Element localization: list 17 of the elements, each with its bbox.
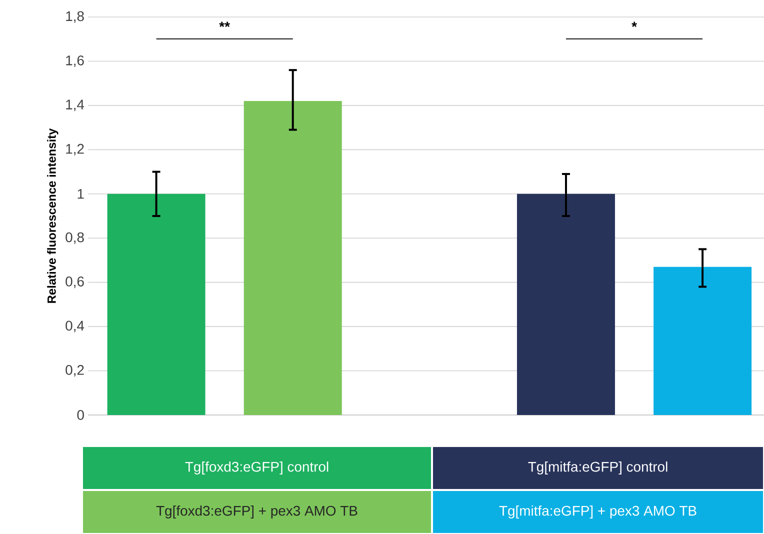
- y-tick-label: 1: [78, 189, 84, 199]
- annotation: **: [219, 22, 230, 27]
- y-tick-label: 1,6: [66, 55, 84, 67]
- y-tick-label: 0: [77, 410, 84, 420]
- y-tick-label: 0,2: [66, 365, 84, 377]
- y-tick-label: 1,4: [66, 100, 84, 112]
- annotation: *: [632, 22, 637, 27]
- y-tick-label: 0,8: [66, 232, 84, 244]
- text: Tg[foxd3:eGFP] control: [185, 461, 328, 474]
- y-axis-title: Relative fluorescence intensity: [47, 128, 58, 303]
- y-tick-label: 1,8: [66, 11, 84, 23]
- y-tick-label: 1,2: [66, 144, 84, 156]
- y-tick-label: 0,6: [66, 276, 84, 288]
- y-tick-label: 0,4: [66, 320, 84, 332]
- text: Tg[mitfa:eGFP] + pex3 AMO TB: [499, 505, 696, 518]
- text: Tg[foxd3:eGFP] + pex3 AMO TB: [156, 505, 358, 518]
- text: Tg[mitfa:eGFP] control: [528, 461, 668, 474]
